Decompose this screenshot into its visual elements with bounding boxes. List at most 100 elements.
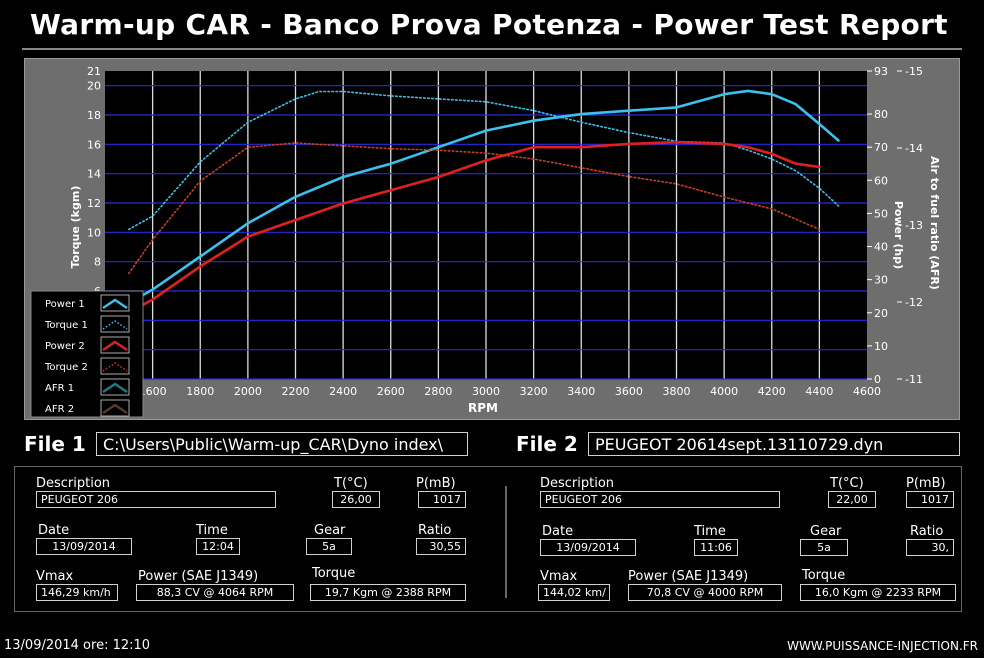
panel-divider bbox=[505, 486, 507, 598]
legend-box bbox=[30, 290, 144, 418]
torque-tick-label: 21 bbox=[87, 65, 101, 78]
series-torque-2-line bbox=[128, 142, 821, 275]
legend-label: AFR 1 bbox=[45, 383, 74, 394]
file2-label: File 2 bbox=[516, 432, 578, 456]
x-tick-label: 3000 bbox=[472, 385, 500, 398]
run2-vmax-field: 144,02 km/ bbox=[538, 584, 610, 601]
run1-ratio-label: Ratio bbox=[418, 523, 452, 538]
torque-axis-label: Torque (kgm) bbox=[69, 186, 82, 269]
x-tick-label: 3400 bbox=[567, 385, 595, 398]
afr-ticks: -11 -12 -13 -14 -15 bbox=[897, 65, 923, 386]
run1-power-label: Power (SAE J1349) bbox=[138, 569, 259, 584]
x-tick-label: 3600 bbox=[615, 385, 643, 398]
run2-pressure-field: 1017 bbox=[906, 491, 954, 508]
run1-pressure-label: P(mB) bbox=[416, 476, 456, 491]
x-tick-label: 2400 bbox=[329, 385, 357, 398]
torque-tick-label: 10 bbox=[87, 226, 101, 239]
power-tick-label: 93 bbox=[874, 65, 888, 78]
x-tick-label: 4400 bbox=[805, 385, 833, 398]
power-tick-label: 50 bbox=[874, 207, 888, 220]
run2-date-field: 13/09/2014 bbox=[540, 539, 636, 556]
legend-line bbox=[102, 320, 128, 330]
power-ticks: 0 10 20 30 40 50 60 70 80 93 bbox=[867, 65, 888, 386]
run2-vmax-label: Vmax bbox=[540, 569, 578, 584]
run1-gear-label: Gear bbox=[314, 523, 346, 538]
legend: Power 1 Torque 1 Power 2 Torque 2 AFR 1 AFR 2 bbox=[30, 290, 144, 418]
run1-date-label: Date bbox=[38, 523, 70, 538]
run1-vmax-label: Vmax bbox=[36, 569, 74, 584]
power-axis-label: Power (hp) bbox=[892, 201, 905, 269]
file2-path: PEUGEOT 20614sept.13110729.dyn bbox=[588, 432, 960, 456]
chart-frame: 1600 1800 2000 2200 2400 2600 2800 3000 3200 3400… bbox=[24, 58, 960, 420]
afr-axis-label: Air to fuel ratio (AFR) bbox=[928, 156, 941, 290]
afr-tick-label: -11 bbox=[905, 373, 923, 386]
x-tick-label: 2000 bbox=[234, 385, 262, 398]
series-lines bbox=[103, 89, 840, 325]
torque-tick-label: 14 bbox=[87, 168, 101, 181]
x-tick-label: 3200 bbox=[520, 385, 548, 398]
x-ticks: 1600 1800 2000 2200 2400 2600 2800 3000 3200 3400… bbox=[139, 385, 881, 398]
legend-line bbox=[102, 403, 128, 414]
file1-path: C:\Users\Public\Warm-up_CAR\Dyno index\ bbox=[96, 432, 468, 456]
torque-tick-label: 18 bbox=[87, 109, 101, 122]
title-divider bbox=[22, 48, 962, 50]
legend-label: Power 1 bbox=[45, 299, 85, 310]
legend-line bbox=[102, 362, 128, 372]
afr-tick-label: -14 bbox=[905, 142, 923, 155]
run2-gear-field: 5a bbox=[800, 539, 848, 556]
legend-swatch bbox=[100, 357, 130, 375]
run2-description-label: Description bbox=[540, 476, 615, 491]
legend-swatch bbox=[100, 294, 130, 312]
run1-time-field: 12:04 bbox=[196, 538, 240, 555]
run2-torque-label: Torque bbox=[802, 568, 846, 583]
run2-description-field: PEUGEOT 206 bbox=[540, 491, 780, 508]
x-tick-label: 3800 bbox=[663, 385, 691, 398]
run1-torque-label: Torque bbox=[312, 566, 356, 581]
run1-ratio-field: 30,55 bbox=[416, 538, 466, 555]
x-tick-label: 1600 bbox=[139, 385, 167, 398]
run1-power-field: 88,3 CV @ 4064 RPM bbox=[136, 584, 294, 601]
series-power-2-line bbox=[103, 140, 821, 325]
run2-ratio-field: 30, bbox=[906, 539, 954, 556]
run2-power-label: Power (SAE J1349) bbox=[628, 569, 749, 584]
power-tick-label: 70 bbox=[874, 141, 888, 154]
x-tick-label: 2200 bbox=[282, 385, 310, 398]
torque-tick-label: 12 bbox=[87, 197, 101, 210]
x-tick-label: 1800 bbox=[186, 385, 214, 398]
legend-swatch bbox=[100, 378, 130, 396]
run1-time-label: Time bbox=[196, 523, 228, 538]
torque-tick-label: 8 bbox=[94, 256, 101, 269]
power-tick-label: 30 bbox=[874, 274, 888, 287]
power-tick-label: 20 bbox=[874, 307, 888, 320]
afr-tick-label: -12 bbox=[905, 296, 923, 309]
x-tick-label: 2800 bbox=[424, 385, 452, 398]
run1-pressure-field: 1017 bbox=[418, 491, 466, 508]
torque-tick-label: 20 bbox=[87, 80, 101, 93]
file1-label: File 1 bbox=[24, 432, 86, 456]
legend-swatch bbox=[100, 336, 130, 354]
run2-date-label: Date bbox=[542, 524, 574, 539]
x-tick-label: 4600 bbox=[853, 385, 881, 398]
torque-tick-label: 16 bbox=[87, 138, 101, 151]
afr-tick-label: -13 bbox=[905, 219, 923, 232]
series-power-1-line bbox=[103, 89, 840, 318]
run1-temp-field: 26,00 bbox=[332, 491, 380, 508]
series-torque-1-line bbox=[128, 90, 840, 231]
power-tick-label: 0 bbox=[874, 373, 881, 386]
power-tick-label: 60 bbox=[874, 174, 888, 187]
x-axis-label: RPM bbox=[468, 401, 498, 415]
run2-torque-field: 16,0 Kgm @ 2233 RPM bbox=[800, 584, 956, 601]
report-datetime: 13/09/2014 ore: 12:10 bbox=[4, 638, 151, 653]
power-tick-label: 10 bbox=[874, 340, 888, 353]
torque-ticks: 6810121416182021 bbox=[87, 65, 101, 298]
legend-label: Torque 2 bbox=[44, 362, 88, 373]
run2-temp-field: 22,00 bbox=[828, 491, 876, 508]
x-tick-label: 4200 bbox=[758, 385, 786, 398]
run1-vmax-field: 146,29 km/h bbox=[36, 584, 118, 601]
run2-gear-label: Gear bbox=[810, 524, 842, 539]
power-tick-label: 80 bbox=[874, 108, 888, 121]
x-tick-label: 4000 bbox=[710, 385, 738, 398]
dyno-chart: 1600 1800 2000 2200 2400 2600 2800 3000 3200 3400… bbox=[30, 65, 941, 418]
legend-swatch bbox=[100, 399, 130, 417]
legend-line bbox=[102, 340, 128, 351]
